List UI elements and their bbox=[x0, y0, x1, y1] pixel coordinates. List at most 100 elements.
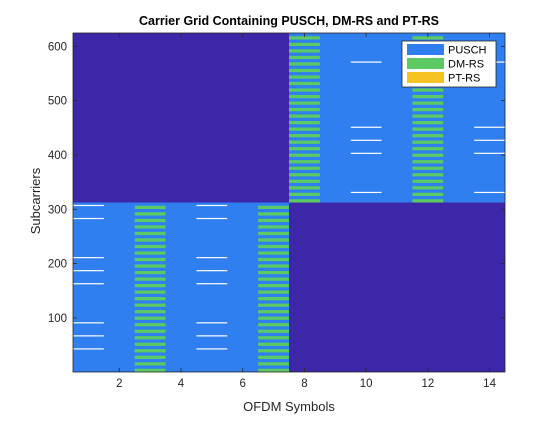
x-tick-label: 2 bbox=[116, 378, 122, 390]
dmrs-cell bbox=[412, 101, 444, 105]
dmrs-cell bbox=[134, 218, 166, 223]
dmrs-cell bbox=[258, 329, 289, 333]
dmrs-cell bbox=[412, 199, 444, 203]
dmrs-cell bbox=[134, 303, 166, 307]
dmrs-cell bbox=[412, 94, 444, 99]
dmrs-cell bbox=[258, 225, 289, 229]
ptrs-line bbox=[73, 283, 104, 285]
pusch-region-1 bbox=[73, 202, 289, 372]
dmrs-cell bbox=[289, 160, 320, 164]
dmrs-cell bbox=[412, 36, 444, 40]
dmrs-cell bbox=[134, 257, 166, 262]
dmrs-cell bbox=[289, 199, 320, 203]
dmrs-cell bbox=[289, 147, 320, 151]
dmrs-cell bbox=[258, 244, 289, 249]
dmrs-cell bbox=[134, 323, 166, 327]
dmrs-cell bbox=[134, 251, 166, 255]
dmrs-cell bbox=[258, 205, 289, 210]
dmrs-cell bbox=[289, 179, 320, 183]
dmrs-cell bbox=[289, 153, 320, 157]
dmrs-cell bbox=[289, 186, 320, 190]
ptrs-line bbox=[73, 217, 104, 220]
dmrs-cell bbox=[134, 310, 166, 314]
ptrs-line bbox=[73, 322, 104, 324]
dmrs-cell bbox=[289, 49, 320, 53]
ptrs-line bbox=[196, 257, 228, 259]
dmrs-cell bbox=[258, 264, 289, 268]
dmrs-cell bbox=[289, 42, 320, 47]
dmrs-cell bbox=[258, 316, 289, 320]
dmrs-cell bbox=[258, 277, 289, 281]
dmrs-cell bbox=[134, 238, 166, 242]
legend-label-dm-rs: DM-RS bbox=[448, 59, 484, 71]
ptrs-line bbox=[73, 348, 104, 350]
x-tick-label: 10 bbox=[360, 378, 373, 390]
dmrs-cell bbox=[258, 323, 289, 327]
dmrs-cell bbox=[412, 107, 444, 112]
dmrs-cell bbox=[134, 264, 166, 268]
dmrs-cell bbox=[258, 251, 289, 255]
x-tick-label: 12 bbox=[421, 378, 434, 390]
ptrs-line bbox=[196, 204, 228, 207]
ptrs-line bbox=[350, 126, 382, 128]
y-axis-label: Subcarriers bbox=[28, 167, 43, 234]
dmrs-cell bbox=[412, 179, 444, 183]
dmrs-cell bbox=[134, 329, 166, 333]
dmrs-cell bbox=[412, 127, 444, 131]
ptrs-line bbox=[350, 139, 382, 141]
y-tick-label: 100 bbox=[48, 313, 67, 325]
legend-swatch-dm-rs bbox=[407, 58, 444, 69]
dmrs-cell bbox=[258, 290, 289, 294]
dmrs-cell bbox=[258, 297, 289, 301]
dmrs-cell bbox=[134, 290, 166, 294]
dmrs-cell bbox=[258, 218, 289, 223]
ptrs-line bbox=[350, 191, 382, 194]
dmrs-cell bbox=[258, 283, 289, 288]
x-tick-label: 8 bbox=[301, 378, 307, 390]
x-tick-label: 6 bbox=[240, 378, 246, 390]
ptrs-line bbox=[196, 348, 228, 350]
dmrs-cell bbox=[258, 368, 289, 372]
dmrs-cell bbox=[289, 173, 320, 177]
dmrs-cell bbox=[289, 36, 320, 40]
ptrs-line bbox=[474, 152, 505, 154]
ptrs-line bbox=[196, 270, 228, 272]
dmrs-cell bbox=[134, 355, 166, 359]
ptrs-line bbox=[474, 139, 505, 141]
dmrs-cell bbox=[258, 212, 289, 216]
dmrs-cell bbox=[134, 244, 166, 249]
dmrs-cell bbox=[289, 127, 320, 131]
dmrs-cell bbox=[134, 349, 166, 353]
legend-swatch-pt-rs bbox=[407, 72, 444, 83]
y-tick-label: 200 bbox=[48, 259, 67, 271]
x-axis-label: OFDM Symbols bbox=[243, 399, 335, 414]
dmrs-cell bbox=[289, 94, 320, 99]
dmrs-cell bbox=[258, 310, 289, 314]
legend-label-pt-rs: PT-RS bbox=[448, 73, 480, 85]
dmrs-cell bbox=[134, 342, 166, 346]
dmrs-cell bbox=[412, 134, 444, 138]
dmrs-cell bbox=[412, 186, 444, 190]
dmrs-cell bbox=[258, 355, 289, 359]
ptrs-line bbox=[196, 217, 228, 220]
ptrs-line bbox=[474, 126, 505, 128]
dmrs-cell bbox=[412, 192, 444, 196]
dmrs-cell bbox=[412, 166, 444, 170]
y-tick-label: 600 bbox=[48, 41, 67, 53]
dmrs-cell bbox=[289, 75, 320, 79]
chart-title: Carrier Grid Containing PUSCH, DM-RS and… bbox=[139, 14, 439, 28]
dmrs-cell bbox=[134, 277, 166, 281]
legend-label-pusch: PUSCH bbox=[448, 45, 487, 57]
dmrs-cell bbox=[134, 270, 166, 275]
dmrs-cell bbox=[289, 68, 320, 73]
dmrs-cell bbox=[134, 231, 166, 236]
dmrs-cell bbox=[289, 114, 320, 118]
axes-box bbox=[72, 32, 506, 373]
dmrs-cell bbox=[134, 316, 166, 320]
dmrs-cell bbox=[258, 238, 289, 242]
dmrs-cell bbox=[289, 166, 320, 170]
dmrs-cell bbox=[258, 349, 289, 353]
dmrs-cell bbox=[134, 283, 166, 288]
legend: PUSCH DM-RS PT-RS bbox=[401, 40, 497, 88]
